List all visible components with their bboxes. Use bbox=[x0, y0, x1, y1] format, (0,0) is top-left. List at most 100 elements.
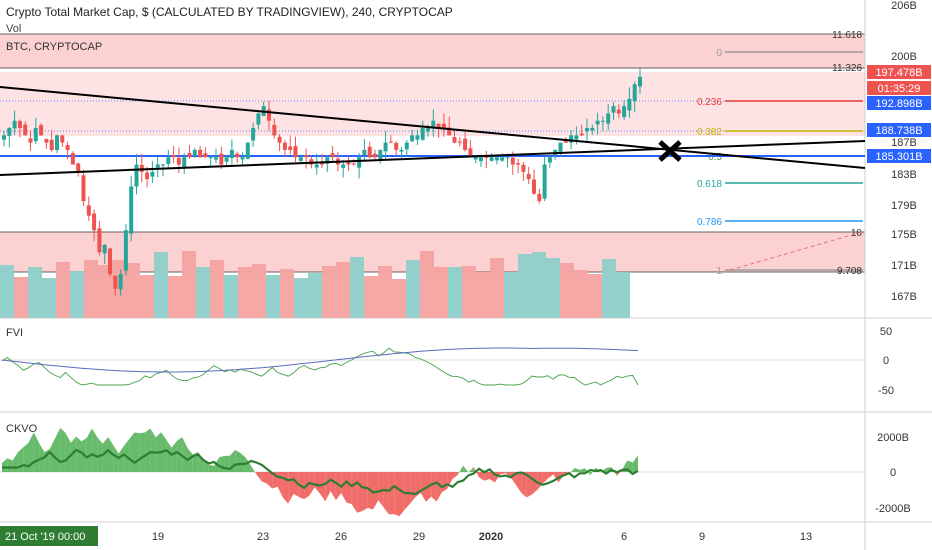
candle-body bbox=[399, 149, 404, 152]
volume-bar bbox=[252, 264, 266, 318]
fib-label-6: 1 bbox=[716, 266, 722, 277]
candle-body bbox=[229, 149, 234, 158]
ckvo-area bbox=[569, 467, 575, 475]
candle-body bbox=[256, 113, 261, 125]
ckvo-area bbox=[436, 472, 442, 502]
candle-body bbox=[81, 175, 86, 202]
candle-body bbox=[415, 135, 420, 140]
candle-body bbox=[563, 140, 568, 143]
price-tick: 179B bbox=[891, 200, 917, 212]
candle-body bbox=[489, 157, 494, 161]
price-badge: 197.478B bbox=[875, 67, 922, 79]
ckvo-area bbox=[441, 472, 448, 493]
time-tick: 19 bbox=[152, 531, 164, 543]
price-badge-bg bbox=[867, 149, 931, 163]
candle-body bbox=[166, 157, 171, 165]
candle-body bbox=[611, 106, 616, 113]
candle-body bbox=[341, 164, 346, 168]
price-tick: 167B bbox=[891, 291, 917, 303]
ckvo-area bbox=[341, 472, 347, 503]
candle-body bbox=[118, 274, 123, 290]
ckvo-area bbox=[330, 472, 336, 501]
fvi-line bbox=[1, 347, 639, 386]
ckvo-area bbox=[457, 465, 464, 475]
ckvo-area bbox=[542, 472, 548, 484]
candle-body bbox=[28, 138, 33, 143]
volume-bar bbox=[420, 251, 434, 318]
candle-body bbox=[325, 157, 330, 164]
volume-bar bbox=[42, 278, 56, 318]
ckvo-area bbox=[240, 453, 246, 472]
candle-body bbox=[574, 135, 579, 140]
ckvo-area bbox=[150, 428, 156, 472]
volume-bar bbox=[140, 275, 154, 318]
ckvo-area bbox=[346, 472, 352, 505]
trendline-descending bbox=[0, 86, 866, 169]
volume-bar bbox=[560, 263, 574, 318]
ckvo-area bbox=[574, 467, 580, 472]
candle-body bbox=[606, 113, 611, 124]
ckvo-area bbox=[251, 465, 257, 475]
ckvo-area bbox=[521, 472, 527, 498]
candle-body bbox=[579, 133, 584, 136]
ckvo-area bbox=[420, 472, 426, 502]
ckvo-tick: 0 bbox=[890, 467, 896, 479]
candle-body bbox=[558, 142, 563, 152]
candle-body bbox=[214, 157, 218, 160]
volume-bar bbox=[14, 277, 28, 318]
volume-bar bbox=[56, 262, 70, 318]
ckvo-area bbox=[145, 428, 151, 472]
candle-body bbox=[134, 164, 139, 187]
volume-bar bbox=[364, 276, 378, 318]
candle-body bbox=[155, 164, 160, 168]
candle-body bbox=[463, 138, 468, 150]
candle-body bbox=[314, 164, 319, 168]
candle-body bbox=[346, 162, 351, 165]
candle-body bbox=[65, 144, 70, 150]
ckvo-area bbox=[219, 455, 225, 472]
price-tick: 183B bbox=[891, 169, 917, 181]
candle-body bbox=[600, 120, 605, 122]
ckvo-area bbox=[166, 439, 172, 472]
candle-body bbox=[394, 142, 399, 150]
ckvo-area bbox=[76, 436, 82, 472]
candle-body bbox=[203, 153, 208, 158]
volume-bar bbox=[546, 258, 560, 318]
price-badge: 188.738B bbox=[875, 125, 922, 137]
candle-body bbox=[622, 106, 627, 118]
ckvo-area bbox=[627, 460, 633, 472]
candle-body bbox=[267, 109, 271, 121]
candle-body bbox=[383, 142, 388, 152]
ckvo-area bbox=[532, 472, 538, 495]
candle-body bbox=[510, 157, 515, 165]
trendline-ascending bbox=[0, 140, 866, 176]
candle-body bbox=[484, 156, 489, 158]
candle-body bbox=[2, 135, 6, 140]
candle-body bbox=[505, 157, 510, 159]
candle-body bbox=[457, 141, 462, 143]
candle-body bbox=[479, 157, 483, 162]
volume-bar bbox=[616, 272, 630, 318]
volume-bar bbox=[28, 267, 42, 318]
ckvo-area bbox=[388, 472, 395, 515]
ckvo-area bbox=[293, 472, 299, 497]
volume-bar bbox=[154, 252, 168, 318]
candle-body bbox=[123, 230, 128, 271]
ckvo-area bbox=[500, 472, 506, 475]
fib-label-0: 0 bbox=[716, 48, 722, 59]
ckvo-area bbox=[579, 468, 585, 472]
volume-bar bbox=[308, 273, 322, 318]
volume-bar bbox=[504, 272, 518, 318]
box-label-second: 11.326 bbox=[832, 63, 862, 74]
ckvo-area bbox=[182, 437, 188, 472]
ckvo-area bbox=[463, 465, 469, 473]
candle-body bbox=[12, 120, 17, 129]
ckvo-signal-line bbox=[2, 448, 639, 496]
ckvo-area bbox=[410, 472, 416, 504]
candle-body bbox=[330, 153, 335, 158]
ckvo-area bbox=[320, 472, 326, 502]
candle-body bbox=[208, 157, 213, 159]
candle-body bbox=[569, 135, 574, 143]
ckvo-area bbox=[479, 472, 485, 481]
ckvo-area bbox=[394, 472, 400, 517]
